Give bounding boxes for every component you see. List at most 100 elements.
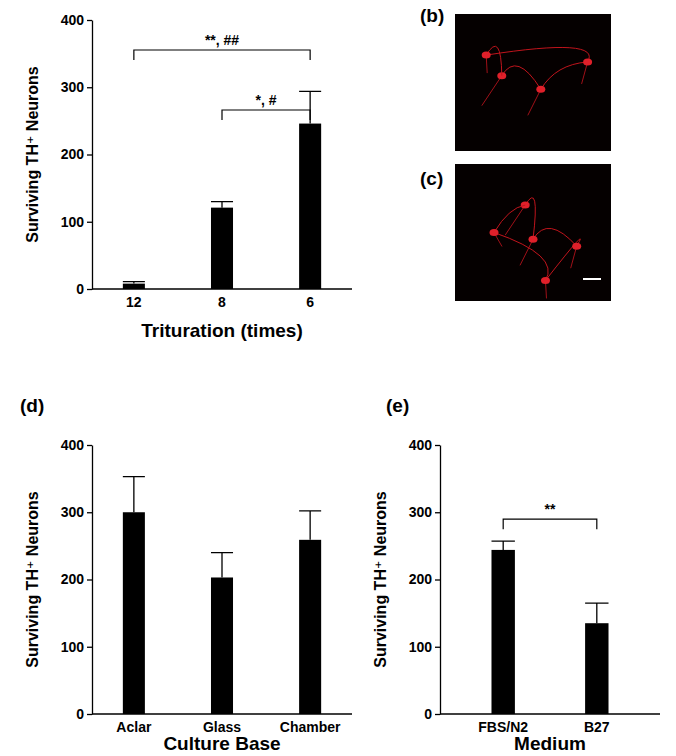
neurite xyxy=(541,62,588,89)
neurite xyxy=(528,89,541,115)
y-tick: 300 xyxy=(409,504,440,520)
error-bar xyxy=(299,511,321,540)
y-axis-line xyxy=(92,446,93,715)
neurite xyxy=(494,233,548,281)
cell-body xyxy=(583,58,592,65)
y-tick-label: 400 xyxy=(61,437,85,453)
neurite xyxy=(482,76,502,106)
error-bar-line xyxy=(491,541,514,550)
y-tick: 300 xyxy=(61,504,92,520)
error-bar xyxy=(211,553,233,578)
y-axis: 0 100 200 300 400 xyxy=(409,437,441,722)
y-tick-mark xyxy=(87,579,92,580)
y-tick-label: 300 xyxy=(409,504,433,520)
y-tick: 100 xyxy=(409,639,440,655)
y-tick-mark xyxy=(435,579,440,580)
figure: 01002003004001286**, ##*, #Trituration (… xyxy=(0,0,676,756)
x-tick-label: Aclar xyxy=(116,719,152,735)
bar xyxy=(585,623,608,714)
error-bar-line xyxy=(211,553,233,578)
y-tick: 200 xyxy=(61,146,92,162)
bracket-label: ** xyxy=(545,501,556,517)
chart-panel: 0100200300400AclarGlassChamberCulture Ba… xyxy=(20,395,352,754)
y-tick-label: 0 xyxy=(76,281,84,297)
y-axis-title: Surviving TH⁺ Neurons xyxy=(372,491,389,668)
error-bar xyxy=(123,282,145,284)
plot-area xyxy=(491,541,608,714)
panel-label: (d) xyxy=(20,395,44,416)
y-tick-label: 200 xyxy=(61,571,85,587)
y-tick: 0 xyxy=(76,281,92,297)
bar xyxy=(211,577,233,714)
significance-bracket: **, ## xyxy=(134,32,310,60)
x-tick-label: 12 xyxy=(126,294,142,310)
y-axis: 0 100 200 300 400 xyxy=(61,437,93,722)
y-tick-mark xyxy=(87,512,92,513)
cell-body xyxy=(536,86,545,93)
neurite xyxy=(486,47,589,61)
cell-body xyxy=(541,277,550,284)
neurite xyxy=(533,228,577,246)
y-axis-title: Surviving TH⁺ Neurons xyxy=(24,66,41,243)
y-axis-line xyxy=(92,21,93,290)
x-axis-title: Culture Base xyxy=(163,733,280,754)
bracket-line xyxy=(134,50,310,60)
panel-label: (b) xyxy=(420,5,444,26)
y-axis-title: Surviving TH⁺ Neurons xyxy=(24,491,41,668)
chart-panel: 0100200300400FBS/N2B27**MediumSurviving … xyxy=(372,395,660,754)
cell-body xyxy=(482,52,491,59)
y-tick: 0 xyxy=(76,706,92,722)
y-tick-label: 100 xyxy=(61,214,85,230)
bar xyxy=(123,284,145,289)
y-tick: 200 xyxy=(61,571,92,587)
neurite xyxy=(502,66,541,90)
bar xyxy=(491,550,514,714)
y-tick-mark xyxy=(87,87,92,88)
y-tick-mark xyxy=(87,289,92,290)
y-tick-mark xyxy=(87,647,92,648)
y-tick-label: 200 xyxy=(61,146,85,162)
y-tick-mark xyxy=(435,647,440,648)
micrograph xyxy=(455,14,611,151)
y-tick-mark xyxy=(87,154,92,155)
bracket-label: *, # xyxy=(256,92,277,108)
y-tick-mark xyxy=(87,20,92,21)
neurite xyxy=(505,205,525,235)
x-tick-label: B27 xyxy=(584,719,610,735)
error-bar-line xyxy=(585,603,608,623)
neurite xyxy=(545,239,580,281)
y-tick-label: 400 xyxy=(61,12,85,28)
x-tick: 6 xyxy=(306,294,314,310)
x-tick: 8 xyxy=(218,294,226,310)
cell-body xyxy=(490,229,499,236)
x-axis: FBS/N2B27 xyxy=(440,714,660,735)
error-bar xyxy=(123,477,145,513)
error-bar xyxy=(491,541,514,550)
error-bar xyxy=(585,603,608,623)
y-tick-label: 200 xyxy=(409,571,433,587)
plot-area xyxy=(123,477,321,714)
panel-label: (e) xyxy=(386,395,409,416)
neurite xyxy=(520,239,533,265)
significance-bracket: ** xyxy=(503,501,597,529)
y-axis-line xyxy=(440,446,441,715)
x-axis: 12 8 6 xyxy=(92,289,352,310)
y-tick: 100 xyxy=(61,639,92,655)
image-background xyxy=(455,164,611,301)
y-tick: 100 xyxy=(61,214,92,230)
y-tick: 0 xyxy=(424,706,440,722)
error-bar-line xyxy=(299,511,321,540)
y-tick-mark xyxy=(435,445,440,446)
y-tick-mark xyxy=(435,512,440,513)
y-tick: 200 xyxy=(409,571,440,587)
y-axis: 0100200300400 xyxy=(61,12,93,297)
bracket-label: **, ## xyxy=(205,32,239,48)
y-tick-label: 100 xyxy=(61,639,85,655)
y-tick-label: 0 xyxy=(424,706,432,722)
scale-bar xyxy=(583,278,601,280)
error-bar-line xyxy=(123,282,145,284)
y-tick: 400 xyxy=(409,437,440,453)
cell-body xyxy=(572,243,581,250)
x-tick-label: 6 xyxy=(306,294,314,310)
x-tick-label: 8 xyxy=(218,294,226,310)
